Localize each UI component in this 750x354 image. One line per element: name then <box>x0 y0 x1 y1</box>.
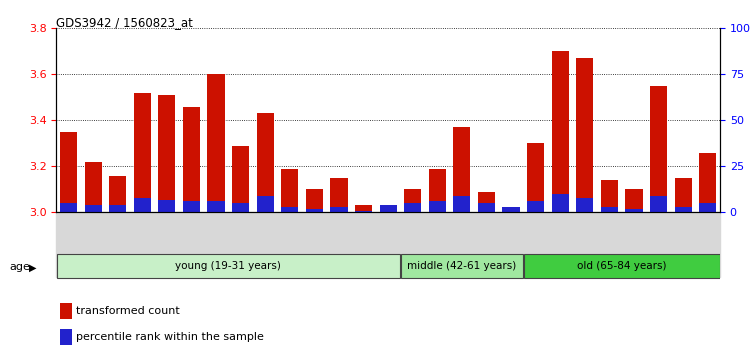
Bar <box>56 212 81 277</box>
Text: GDS3942 / 1560823_at: GDS3942 / 1560823_at <box>56 16 194 29</box>
Bar <box>622 212 646 277</box>
Bar <box>626 189 643 212</box>
Bar <box>527 201 544 212</box>
Bar <box>85 162 102 212</box>
Bar <box>380 205 397 212</box>
Bar <box>478 192 495 212</box>
Bar <box>576 198 593 212</box>
Bar <box>695 212 720 277</box>
Bar <box>208 201 225 212</box>
Bar <box>650 196 668 212</box>
Bar <box>380 210 397 212</box>
Bar <box>453 127 470 212</box>
Bar <box>503 208 520 212</box>
Bar <box>256 196 274 212</box>
Bar <box>601 180 618 212</box>
Bar <box>548 212 572 277</box>
Bar <box>551 51 568 212</box>
Bar <box>576 58 593 212</box>
Bar <box>674 207 692 212</box>
Text: middle (42-61 years): middle (42-61 years) <box>407 261 517 272</box>
Bar <box>330 178 347 212</box>
Bar <box>306 189 323 212</box>
Bar <box>351 212 376 277</box>
Text: percentile rank within the sample: percentile rank within the sample <box>76 332 264 342</box>
Bar <box>253 212 278 277</box>
Bar <box>59 329 71 345</box>
Bar <box>232 203 249 212</box>
Bar <box>130 212 154 277</box>
Bar <box>281 207 298 212</box>
Text: age: age <box>9 262 30 272</box>
FancyBboxPatch shape <box>401 255 523 278</box>
Bar <box>228 212 253 277</box>
Bar <box>134 198 151 212</box>
Bar <box>572 212 597 277</box>
Bar <box>204 212 228 277</box>
Bar <box>626 209 643 212</box>
Bar <box>499 212 523 277</box>
Bar <box>81 212 106 277</box>
Bar <box>699 153 716 212</box>
Bar <box>674 178 692 212</box>
Bar <box>183 107 200 212</box>
Bar <box>429 169 446 212</box>
Bar <box>256 113 274 212</box>
Bar <box>699 203 716 212</box>
Bar <box>330 207 347 212</box>
Bar <box>109 205 126 212</box>
Bar <box>524 212 548 277</box>
Text: ▶: ▶ <box>28 262 36 272</box>
Bar <box>425 212 449 277</box>
FancyBboxPatch shape <box>524 255 719 278</box>
Bar <box>278 212 302 277</box>
Bar <box>646 212 670 277</box>
Bar <box>60 132 77 212</box>
Bar <box>154 212 179 277</box>
Bar <box>85 205 102 212</box>
FancyBboxPatch shape <box>57 255 400 278</box>
Bar <box>355 205 372 212</box>
Bar <box>551 194 568 212</box>
Bar <box>134 93 151 212</box>
Bar <box>183 201 200 212</box>
Bar <box>429 201 446 212</box>
Bar <box>109 176 126 212</box>
Bar <box>281 169 298 212</box>
Bar <box>179 212 204 277</box>
Bar <box>158 95 176 212</box>
Bar <box>400 212 425 277</box>
Bar <box>527 143 544 212</box>
Bar <box>302 212 327 277</box>
Bar <box>232 145 249 212</box>
Bar <box>453 196 470 212</box>
Bar <box>597 212 622 277</box>
Bar <box>478 203 495 212</box>
Text: young (19-31 years): young (19-31 years) <box>176 261 281 272</box>
Text: transformed count: transformed count <box>76 306 180 316</box>
Bar <box>355 211 372 212</box>
Bar <box>158 200 176 212</box>
Bar <box>503 207 520 212</box>
Bar <box>106 212 130 277</box>
Bar <box>404 189 422 212</box>
Bar <box>60 203 77 212</box>
Bar <box>670 212 695 277</box>
Bar <box>208 74 225 212</box>
Bar <box>376 212 400 277</box>
Bar <box>327 212 351 277</box>
Text: old (65-84 years): old (65-84 years) <box>577 261 667 272</box>
Bar <box>449 212 474 277</box>
Bar <box>601 207 618 212</box>
Bar <box>59 303 71 319</box>
Bar <box>306 209 323 212</box>
Bar <box>404 203 422 212</box>
Bar <box>650 86 668 212</box>
Bar <box>474 212 499 277</box>
